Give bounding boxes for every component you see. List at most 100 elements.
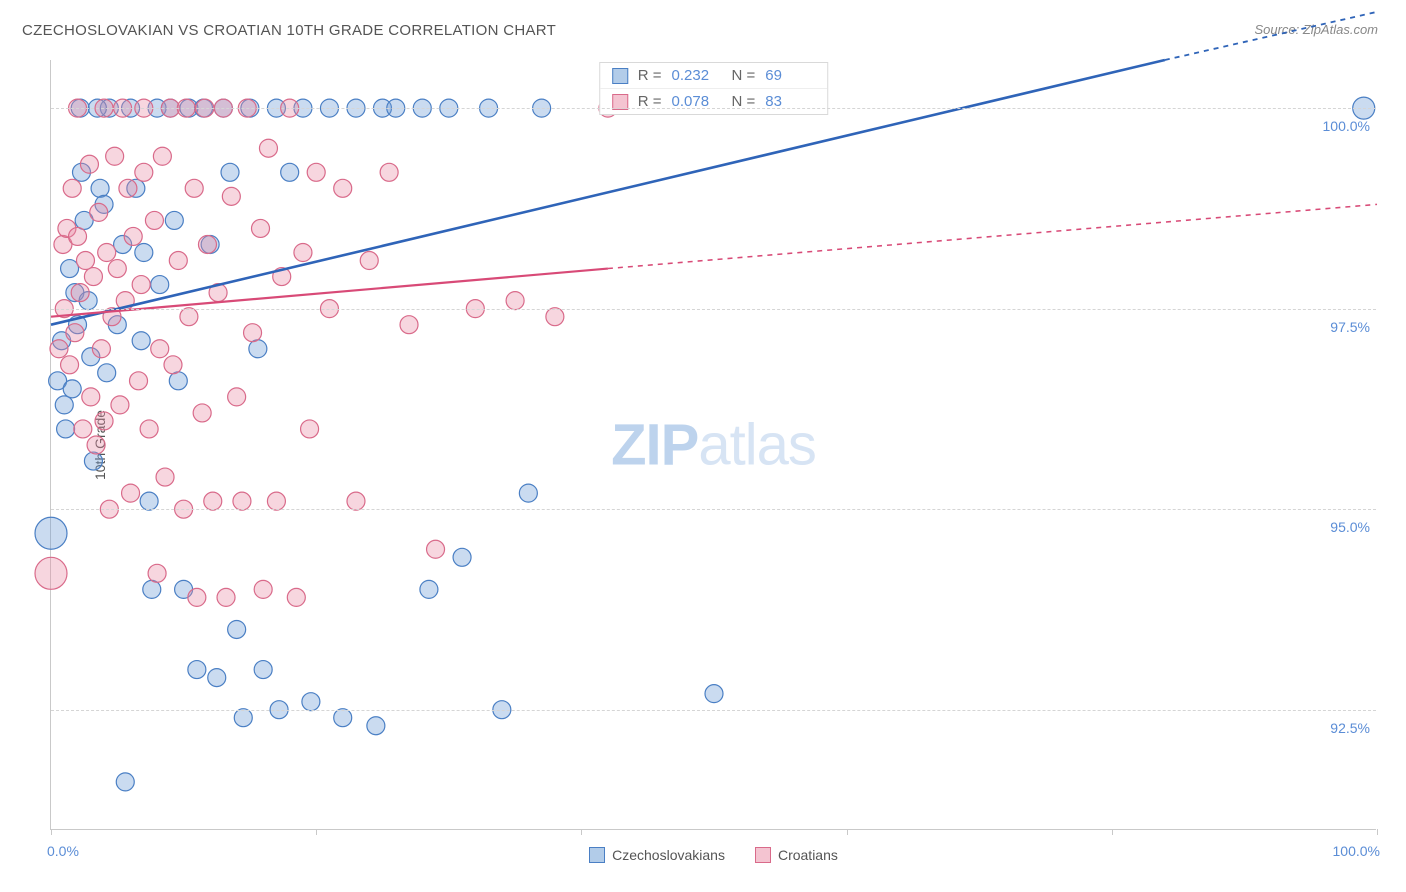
data-point-hr [252, 219, 270, 237]
data-point-cz [705, 685, 723, 703]
gridline [51, 710, 1376, 711]
data-point-hr [169, 252, 187, 270]
legend-item: Czechoslovakians [589, 847, 725, 863]
data-point-hr [95, 412, 113, 430]
data-point-hr [76, 252, 94, 270]
data-point-hr [427, 540, 445, 558]
data-point-hr [61, 356, 79, 374]
gridline [51, 108, 1376, 109]
data-point-hr [124, 227, 142, 245]
data-point-cz [234, 709, 252, 727]
data-point-cz [367, 717, 385, 735]
data-point-hr [188, 588, 206, 606]
data-point-cz [151, 276, 169, 294]
stat-r-value: 0.232 [672, 67, 722, 84]
data-point-cz [221, 163, 239, 181]
x-tick-mark [847, 829, 848, 835]
x-tick-mark [1377, 829, 1378, 835]
data-point-hr [130, 372, 148, 390]
data-point-cz [135, 244, 153, 262]
data-point-hr [92, 340, 110, 358]
correlation-stats-box: R = 0.232N = 69R = 0.078N = 83 [599, 62, 829, 115]
data-point-hr [228, 388, 246, 406]
legend-swatch [755, 847, 771, 863]
data-point-cz [63, 380, 81, 398]
stat-row: R = 0.078N = 83 [600, 88, 828, 114]
legend-label: Croatians [778, 847, 838, 863]
data-point-cz [334, 709, 352, 727]
stat-swatch [612, 68, 628, 84]
stat-r-label: R = [638, 67, 662, 84]
data-point-hr [151, 340, 169, 358]
data-point-cz [208, 669, 226, 687]
x-tick-mark [51, 829, 52, 835]
chart-container: CZECHOSLOVAKIAN VS CROATIAN 10TH GRADE C… [0, 0, 1406, 892]
data-point-hr [287, 588, 305, 606]
data-point-cz [249, 340, 267, 358]
chart-svg [51, 60, 1376, 829]
data-point-hr [254, 580, 272, 598]
data-point-cz [165, 211, 183, 229]
x-tick-right: 100.0% [1333, 843, 1380, 859]
data-point-hr [267, 492, 285, 510]
x-tick-mark [581, 829, 582, 835]
data-point-cz [35, 517, 67, 549]
data-point-cz [98, 364, 116, 382]
legend: Czechoslovakians Croatians [51, 847, 1376, 863]
stat-n-value: 69 [765, 67, 815, 84]
data-point-hr [106, 147, 124, 165]
data-point-hr [69, 227, 87, 245]
trend-line-dash-hr [608, 204, 1377, 268]
data-point-cz [188, 661, 206, 679]
x-tick-mark [1112, 829, 1113, 835]
data-point-hr [233, 492, 251, 510]
data-point-hr [198, 235, 216, 253]
data-point-cz [254, 661, 272, 679]
data-point-hr [80, 155, 98, 173]
data-point-cz [143, 580, 161, 598]
data-point-cz [420, 580, 438, 598]
data-point-hr [98, 244, 116, 262]
y-tick-label: 97.5% [1330, 319, 1370, 335]
data-point-hr [71, 284, 89, 302]
data-point-hr [164, 356, 182, 374]
legend-swatch [589, 847, 605, 863]
data-point-hr [244, 324, 262, 342]
stat-row: R = 0.232N = 69 [600, 63, 828, 88]
data-point-hr [193, 404, 211, 422]
data-point-hr [156, 468, 174, 486]
plot-area: 10th Grade ZIPatlas R = 0.232N = 69R = 0… [50, 60, 1376, 830]
data-point-hr [50, 340, 68, 358]
data-point-hr [204, 492, 222, 510]
data-point-cz [281, 163, 299, 181]
data-point-cz [57, 420, 75, 438]
data-point-hr [360, 252, 378, 270]
stat-swatch [612, 94, 628, 110]
legend-label: Czechoslovakians [612, 847, 725, 863]
data-point-hr [222, 187, 240, 205]
chart-title: CZECHOSLOVAKIAN VS CROATIAN 10TH GRADE C… [22, 22, 556, 39]
data-point-hr [63, 179, 81, 197]
data-point-hr [307, 163, 325, 181]
data-point-hr [108, 260, 126, 278]
data-point-hr [185, 179, 203, 197]
data-point-hr [74, 420, 92, 438]
data-point-hr [84, 268, 102, 286]
data-point-hr [87, 436, 105, 454]
data-point-cz [61, 260, 79, 278]
legend-item: Croatians [755, 847, 838, 863]
data-point-hr [66, 324, 84, 342]
data-point-cz [132, 332, 150, 350]
y-tick-label: 95.0% [1330, 519, 1370, 535]
gridline [51, 309, 1376, 310]
data-point-cz [116, 773, 134, 791]
data-point-hr [301, 420, 319, 438]
data-point-cz [91, 179, 109, 197]
data-point-cz [84, 452, 102, 470]
data-point-cz [169, 372, 187, 390]
data-point-hr [90, 203, 108, 221]
x-tick-left: 0.0% [47, 843, 79, 859]
data-point-cz [140, 492, 158, 510]
y-tick-label: 100.0% [1323, 118, 1370, 134]
data-point-hr [506, 292, 524, 310]
